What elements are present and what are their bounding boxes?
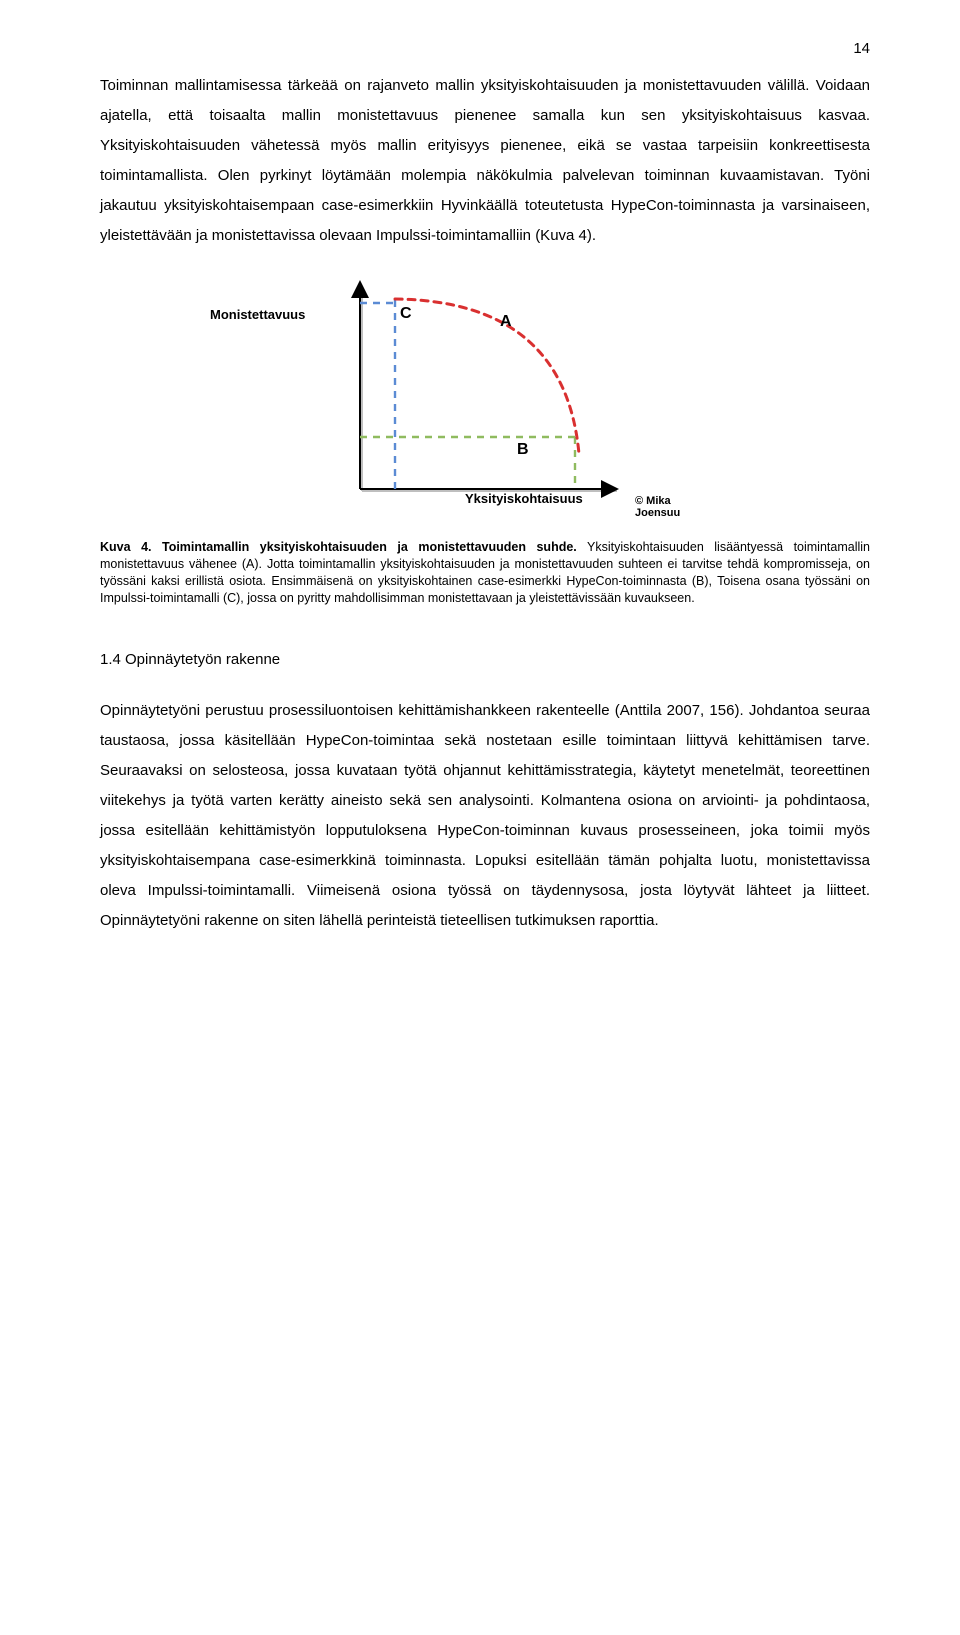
caption-head: Kuva 4. Toimintamallin yksityiskohtaisuu… bbox=[100, 540, 577, 554]
page-number: 14 bbox=[100, 40, 870, 57]
section-heading: 1.4 Opinnäytetyön rakenne bbox=[100, 651, 870, 668]
paragraph-1: Toiminnan mallintamisessa tärkeää on raj… bbox=[100, 71, 870, 251]
chart-label-a: A bbox=[500, 313, 512, 331]
chart-label-b: B bbox=[517, 441, 529, 459]
x-axis-label: Yksityiskohtaisuus bbox=[465, 491, 583, 506]
figure-4-wrapper: Monistettavuus C A B Yksityiskohtaisuus … bbox=[100, 279, 870, 529]
figure-4-chart: Monistettavuus C A B Yksityiskohtaisuus … bbox=[265, 279, 705, 529]
chart-label-c: C bbox=[400, 305, 412, 323]
chart-copyright: © Mika Joensuu bbox=[635, 495, 705, 519]
figure-4-caption: Kuva 4. Toimintamallin yksityiskohtaisuu… bbox=[100, 539, 870, 607]
y-axis-label: Monistettavuus bbox=[210, 307, 305, 322]
paragraph-2: Opinnäytetyöni perustuu prosessiluontois… bbox=[100, 696, 870, 936]
